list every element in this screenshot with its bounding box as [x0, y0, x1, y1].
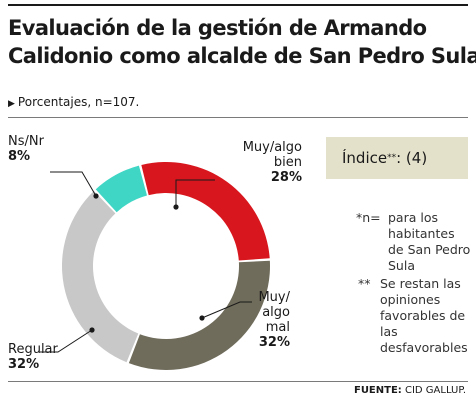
slice-label-muy-algo-mal: Muy/ algo mal 32% [250, 290, 290, 350]
slice-name: Regular [8, 342, 58, 357]
source-note: FUENTE: CID GALLUP. [354, 385, 466, 396]
footnote-text: para los habitantes de San Pedro Sula [388, 210, 471, 273]
footnote-2: ** Se restan las opiniones favorables de… [358, 276, 472, 356]
footnote-1: *n= para los habitantes de San Pedro Sul… [356, 210, 472, 274]
footnote-text: Se restan las opiniones favorables de la… [380, 276, 468, 355]
footnotes: *n= para los habitantes de San Pedro Sul… [356, 210, 472, 358]
chart-title: Evaluación de la gestión de Armando Cali… [8, 14, 476, 70]
slice-label-regular: Regular 32% [8, 342, 58, 372]
leader-line [40, 329, 93, 353]
slice-label-ns-nr: Ns/Nr 8% [8, 134, 44, 164]
title-line-2: Calidonio como alcalde de San Pedro Sula [8, 44, 476, 68]
leader-line [50, 171, 97, 197]
subtitle-divider [8, 117, 468, 118]
donut-slice-ns-nr [95, 165, 147, 213]
footer-divider [8, 381, 468, 382]
leader-dot [173, 204, 179, 210]
chart-subtitle: ▶ Porcentajes, n=107. [8, 95, 139, 109]
donut-slice-muy-algo-bien [141, 162, 270, 261]
footnote-mark: ** [358, 276, 371, 291]
slice-name-line: Muy/ [258, 290, 290, 305]
leader-dot [93, 193, 99, 199]
slice-value: 8% [8, 149, 31, 164]
donut-slice-regular [61, 191, 139, 363]
slice-name-line: bien [273, 155, 302, 170]
index-value: : (4) [396, 149, 428, 167]
slice-name: Ns/Nr [8, 134, 44, 149]
slice-name-line: mal [265, 320, 290, 335]
index-marks: ** [387, 153, 397, 163]
source-text: CID GALLUP. [404, 385, 466, 396]
leader-dot [199, 315, 205, 321]
leader-line [175, 179, 215, 207]
footnote-mark: *n= [356, 210, 381, 225]
donut-slice-muy-algo-mal [128, 260, 270, 371]
slice-label-muy-algo-bien: Muy/algo bien 28% [232, 140, 302, 185]
top-rule [8, 4, 468, 6]
leader-line [201, 301, 252, 319]
index-label: Índice [342, 149, 388, 167]
slice-name-line: Muy/algo [242, 140, 302, 155]
subtitle-text: Porcentajes, n=107. [17, 95, 140, 109]
leader-dot [89, 327, 95, 333]
source-label: FUENTE: [353, 385, 402, 396]
index-box: Índice **: (4) [326, 137, 468, 179]
slice-value: 32% [8, 357, 40, 372]
triangle-right-icon: ▶ [8, 99, 15, 109]
slice-name-line: algo [262, 305, 290, 320]
title-line-1: Evaluación de la gestión de Armando [8, 16, 427, 40]
slice-value: 32% [258, 335, 290, 350]
slice-value: 28% [270, 170, 302, 185]
